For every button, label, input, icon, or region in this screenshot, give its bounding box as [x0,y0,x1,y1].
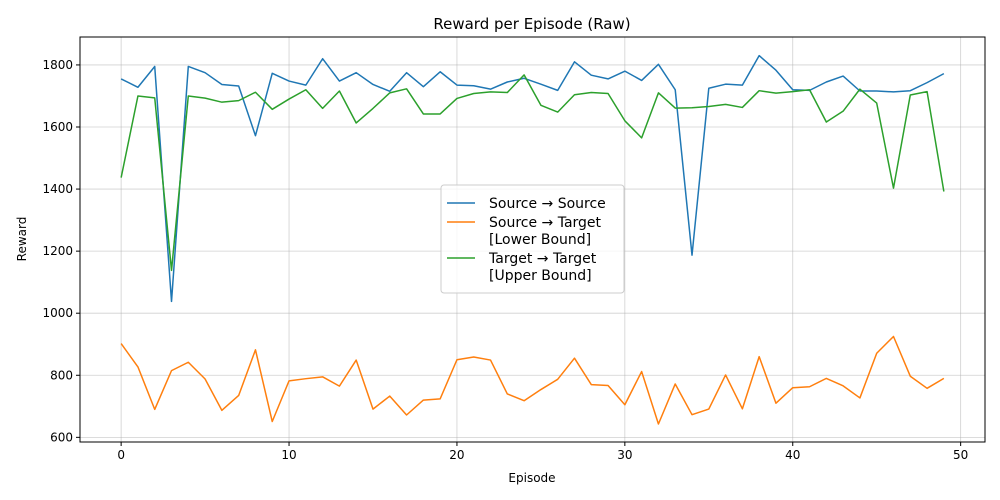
y-tick-label: 1000 [42,306,73,320]
x-tick-label: 10 [281,448,296,462]
legend-label-3: Target → Target [Upper Bound] [488,251,597,284]
series-line-3 [120,74,945,272]
legend: Source → Source Source → Target [Lower Bou… [440,184,625,294]
chart-title: Reward per Episode (Raw) [433,15,630,33]
x-axis-label: Episode [508,471,555,485]
y-tick-label: 1800 [42,58,73,72]
gridlines [80,37,985,442]
y-tick-label: 800 [50,368,73,382]
legend-box [440,184,625,294]
y-tick-label: 600 [50,430,73,444]
x-tick-label: 50 [953,448,968,462]
series-line-2 [120,335,945,425]
plot-frame [79,36,986,443]
x-tick-label: 20 [449,448,464,462]
x-tick-label: 0 [117,448,125,462]
y-tick-label: 1400 [42,182,73,196]
x-tick-label: 30 [617,448,632,462]
legend-label-1: Source → Source [489,196,606,212]
legend-label-2: Source → Target [Lower Bound] [489,215,602,248]
y-tick-label: 1200 [42,244,73,258]
series-lines [120,54,945,425]
x-tick-label: 40 [785,448,800,462]
axis-ticks: 0 10 20 30 40 50 600 800 1000 1200 1400 1600 1800 [42,58,968,462]
y-tick-label: 1600 [42,120,73,134]
y-axis-label: Reward [15,217,29,262]
